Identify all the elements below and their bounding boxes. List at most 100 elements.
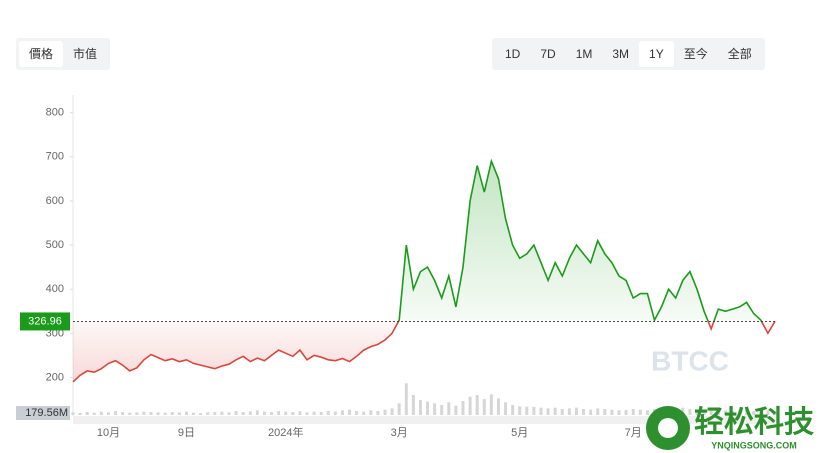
volume-bar	[291, 412, 295, 415]
volume-bar	[496, 398, 500, 415]
volume-bar	[688, 409, 692, 415]
y-tick-label: 800	[46, 107, 64, 119]
volume-bar	[234, 411, 238, 415]
volume-bar	[745, 409, 749, 415]
volume-bar	[454, 405, 458, 415]
volume-bar	[631, 409, 635, 415]
volume-bar	[589, 409, 593, 415]
volume-bar	[730, 411, 734, 415]
volume-bar	[440, 405, 444, 415]
x-tick-label: 7月	[625, 427, 642, 439]
volume-bar	[255, 410, 259, 415]
volume-bar	[560, 409, 564, 415]
volume-bar	[376, 411, 380, 415]
tab[interactable]: 7D	[540, 47, 556, 61]
volume-bar	[78, 413, 82, 415]
tab[interactable]: 3M	[612, 47, 630, 61]
volume-bar	[128, 412, 132, 415]
volume-bar	[114, 411, 118, 415]
volume-label-bg	[16, 406, 70, 420]
volume-bar	[170, 412, 174, 415]
range-tabs: 1D 7D 1M 3M 1Y 至今 全部	[492, 38, 765, 70]
volume-bar	[702, 410, 706, 415]
volume-bar	[525, 406, 529, 415]
volume-bar	[433, 403, 437, 415]
price-area	[73, 161, 775, 382]
reference-label-bg	[20, 312, 70, 331]
volume-bar	[284, 411, 288, 415]
tab[interactable]: 價格	[19, 41, 64, 67]
site-url: YNQINGSONG.COM	[711, 440, 797, 450]
volume-bar	[270, 412, 274, 415]
volume-bar	[518, 406, 522, 415]
volume-bar	[277, 411, 281, 415]
volume-bar	[418, 400, 422, 415]
volume-bar	[709, 409, 713, 415]
volume-bar	[206, 412, 210, 415]
volume-bar	[177, 412, 181, 415]
volume-bar	[610, 409, 614, 415]
reference-label: 326.96	[28, 315, 62, 327]
volume-bar	[482, 399, 486, 415]
site-logo-inner	[658, 418, 678, 438]
volume-bar	[567, 408, 571, 415]
volume-bar	[624, 410, 628, 415]
volume-bar	[241, 412, 245, 415]
watermark: BTCC	[651, 345, 729, 376]
volume-bar	[192, 412, 196, 415]
volume-bar	[752, 411, 756, 415]
tab[interactable]: 市值	[73, 47, 98, 61]
volume-bar	[319, 412, 323, 415]
y-tick-label: 200	[46, 371, 64, 383]
volume-bar	[71, 412, 75, 415]
volume-bar	[681, 407, 685, 415]
volume-bar	[326, 411, 330, 415]
volume-bar	[369, 410, 373, 415]
volume-bar	[617, 410, 621, 415]
volume-bar	[106, 412, 110, 415]
volume-bar	[227, 412, 231, 415]
volume-bar	[716, 409, 720, 415]
volume-bar	[397, 403, 401, 415]
y-tick-label: 400	[46, 283, 64, 295]
volume-bar	[603, 409, 607, 415]
volume-bar	[738, 410, 742, 415]
y-tick-label: 700	[46, 151, 64, 163]
volume-bar	[773, 411, 777, 415]
volume-bar	[489, 394, 493, 415]
volume-bar	[184, 411, 188, 415]
tab[interactable]: 至今	[683, 47, 708, 61]
x-tick-label: 5月	[511, 427, 528, 439]
volume-bar	[461, 401, 465, 415]
volume-bar	[645, 410, 649, 415]
volume-bar	[305, 412, 309, 415]
volume-bar	[149, 412, 153, 415]
volume-bar	[504, 402, 508, 415]
volume-bar	[213, 412, 217, 415]
volume-bar	[546, 408, 550, 415]
tab[interactable]: 1M	[575, 47, 593, 61]
volume-bar	[156, 412, 160, 415]
x-tick-label: 3月	[391, 427, 408, 439]
volume-bar	[404, 383, 408, 415]
volume-bar	[348, 409, 352, 415]
volume-bar	[121, 412, 125, 415]
volume-bar	[220, 411, 224, 415]
volume-bar	[723, 410, 727, 415]
volume-bar	[248, 411, 252, 415]
volume-bar	[553, 407, 557, 415]
volume-bar	[582, 409, 586, 415]
volume-bar	[511, 405, 515, 415]
volume-bar	[468, 396, 472, 415]
x-tick-label: 2024年	[268, 425, 303, 439]
tab[interactable]: 1D	[505, 47, 521, 61]
tab[interactable]: 1Y	[639, 41, 674, 67]
volume-bar	[312, 411, 316, 415]
tab[interactable]: 全部	[727, 47, 752, 61]
volume-bar	[539, 407, 543, 415]
volume-bar	[262, 411, 266, 415]
volume-bar	[85, 412, 89, 415]
y-tick-label: 600	[46, 195, 64, 207]
y-tick-label: 500	[46, 239, 64, 251]
volume-bar	[163, 412, 167, 415]
